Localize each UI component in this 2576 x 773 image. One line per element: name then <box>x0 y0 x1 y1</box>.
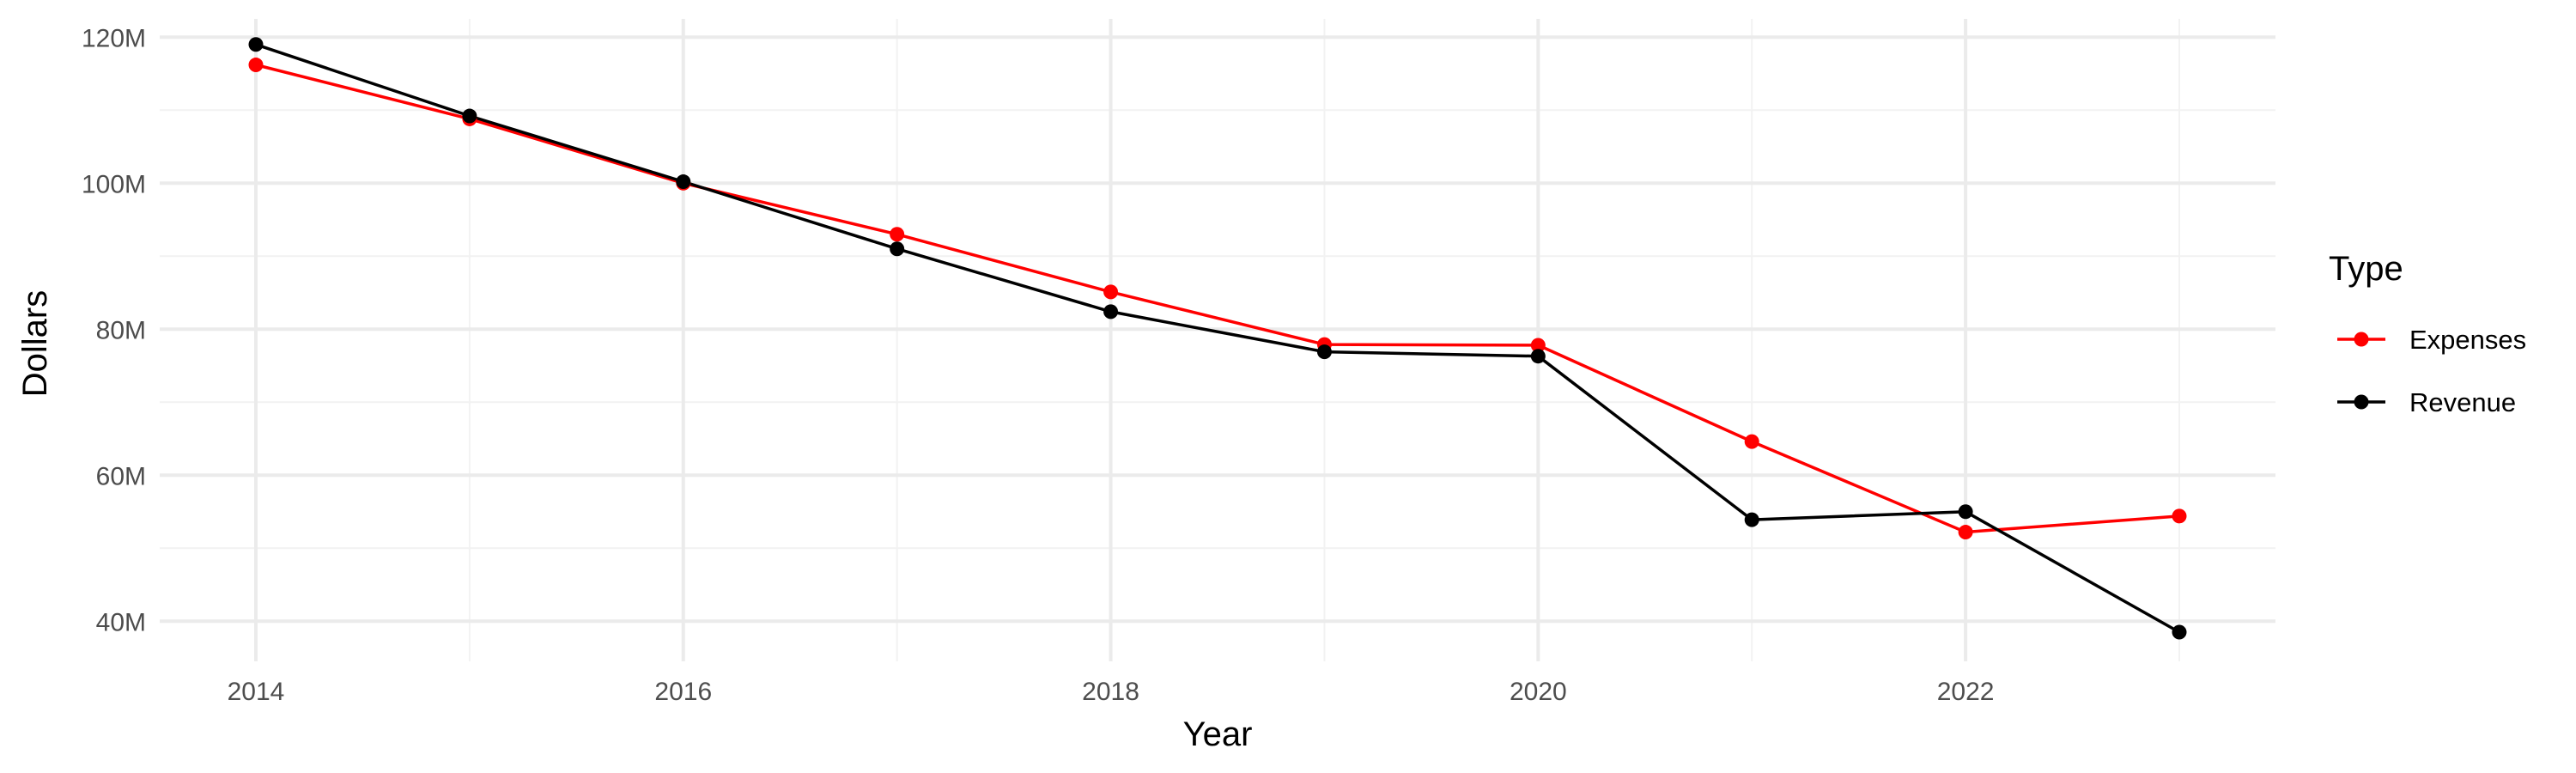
expenses-point <box>890 227 905 242</box>
revenue-point <box>1744 512 1759 527</box>
revenue-point <box>248 37 264 52</box>
revenue-point <box>676 174 691 190</box>
revenue-point <box>462 108 477 124</box>
revenue-point <box>1316 344 1332 360</box>
expenses-line <box>255 63 2180 534</box>
y-tick-label: 120M <box>82 24 146 52</box>
expenses-point <box>1530 338 1546 353</box>
y-axis-title: Dollars <box>16 290 54 397</box>
x-tick-label: 2016 <box>654 678 712 706</box>
x-tick-label: 2020 <box>1510 678 1567 706</box>
axis-ticks: 2014 2016 2018 2020 2022 40M 60M 80M 100M 120M <box>82 24 1995 706</box>
legend-items: Expenses Revenue <box>2337 325 2526 417</box>
y-tick-label: 80M <box>96 316 146 344</box>
expenses-point <box>2172 508 2187 524</box>
x-axis-title: Year <box>1183 715 1253 753</box>
revenue-point <box>2172 624 2187 640</box>
revenue-point <box>1958 504 1973 520</box>
y-tick-label: 60M <box>96 462 146 490</box>
revenue-legend-marker <box>2354 394 2369 410</box>
legend: Type Expenses Revenue <box>2329 250 2526 417</box>
y-tick-label: 40M <box>96 608 146 636</box>
y-tick-label: 100M <box>82 170 146 198</box>
x-tick-label: 2022 <box>1937 678 1995 706</box>
expenses-legend-marker <box>2354 332 2369 347</box>
revenue-point <box>1530 349 1546 364</box>
revenue-point <box>1103 304 1119 320</box>
series-points <box>248 37 2187 640</box>
expenses-point <box>1958 525 1973 540</box>
expenses-point <box>248 58 264 73</box>
expenses-point <box>1744 434 1759 449</box>
gridlines <box>160 19 2275 661</box>
x-tick-label: 2018 <box>1082 678 1139 706</box>
revenue-point <box>890 241 905 257</box>
revenue-line <box>255 43 2180 634</box>
series-lines <box>255 43 2180 634</box>
expenses-point <box>1103 284 1119 300</box>
revenue-legend-label: Revenue <box>2409 387 2516 417</box>
expenses-legend-label: Expenses <box>2409 325 2526 355</box>
x-tick-label: 2014 <box>228 678 285 706</box>
legend-title: Type <box>2329 250 2403 288</box>
